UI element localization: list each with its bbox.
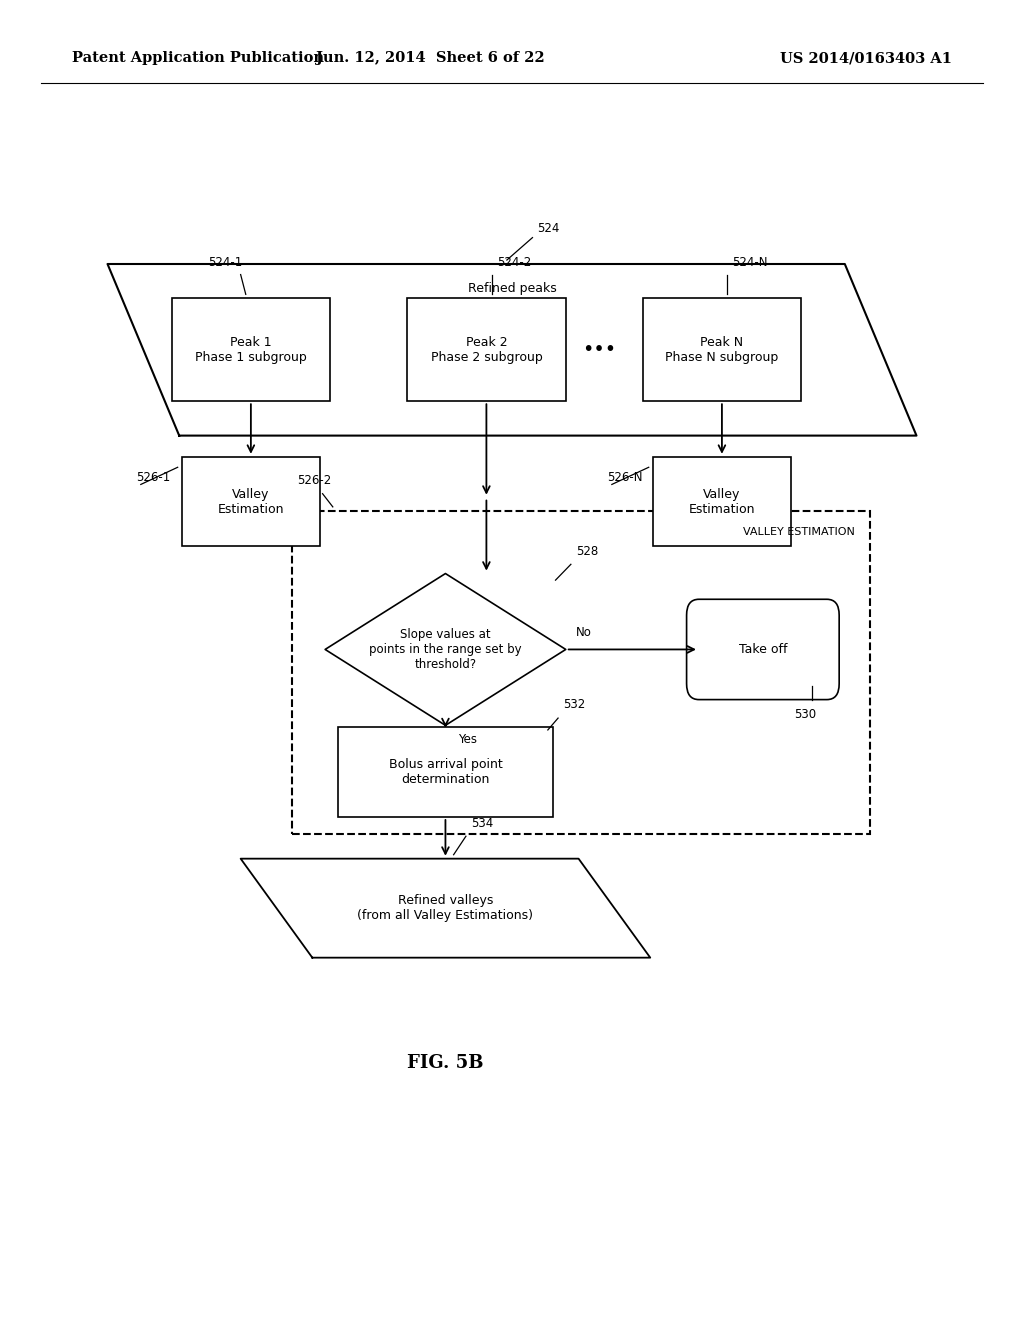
FancyBboxPatch shape [653, 457, 791, 546]
Text: Peak N
Phase N subgroup: Peak N Phase N subgroup [666, 335, 778, 364]
Text: Refined peaks: Refined peaks [468, 282, 556, 296]
Text: VALLEY ESTIMATION: VALLEY ESTIMATION [743, 527, 855, 537]
Text: No: No [575, 626, 592, 639]
Polygon shape [326, 573, 565, 726]
Polygon shape [108, 264, 916, 436]
Text: 524-1: 524-1 [208, 256, 243, 269]
FancyBboxPatch shape [171, 298, 330, 401]
Text: 526-2: 526-2 [297, 474, 331, 487]
Text: 526-N: 526-N [606, 471, 642, 484]
FancyBboxPatch shape [407, 298, 565, 401]
Text: Patent Application Publication: Patent Application Publication [72, 51, 324, 65]
FancyBboxPatch shape [643, 298, 801, 401]
Text: Peak 2
Phase 2 subgroup: Peak 2 Phase 2 subgroup [430, 335, 543, 364]
Text: 534: 534 [471, 817, 494, 830]
Text: Slope values at
points in the range set by
threshold?: Slope values at points in the range set … [369, 628, 522, 671]
Text: Refined valleys
(from all Valley Estimations): Refined valleys (from all Valley Estimat… [357, 894, 534, 923]
Text: Take off: Take off [738, 643, 787, 656]
FancyBboxPatch shape [292, 511, 870, 834]
FancyBboxPatch shape [686, 599, 840, 700]
Text: US 2014/0163403 A1: US 2014/0163403 A1 [780, 51, 952, 65]
Text: Valley
Estimation: Valley Estimation [689, 487, 755, 516]
Text: •••: ••• [582, 341, 616, 359]
Text: FIG. 5B: FIG. 5B [408, 1053, 483, 1072]
Text: Jun. 12, 2014  Sheet 6 of 22: Jun. 12, 2014 Sheet 6 of 22 [315, 51, 545, 65]
Text: 524-2: 524-2 [497, 256, 530, 269]
Polygon shape [241, 859, 650, 958]
Text: 524: 524 [538, 222, 560, 235]
FancyBboxPatch shape [338, 727, 553, 817]
Text: Valley
Estimation: Valley Estimation [218, 487, 284, 516]
FancyBboxPatch shape [182, 457, 319, 546]
Text: Bolus arrival point
determination: Bolus arrival point determination [388, 758, 503, 787]
Text: 524-N: 524-N [732, 256, 768, 269]
Text: Peak 1
Phase 1 subgroup: Peak 1 Phase 1 subgroup [195, 335, 307, 364]
Text: 526-1: 526-1 [135, 471, 170, 484]
Text: 528: 528 [575, 545, 598, 557]
Text: 530: 530 [795, 708, 817, 721]
Text: Yes: Yes [458, 734, 477, 746]
Text: 532: 532 [563, 698, 586, 711]
